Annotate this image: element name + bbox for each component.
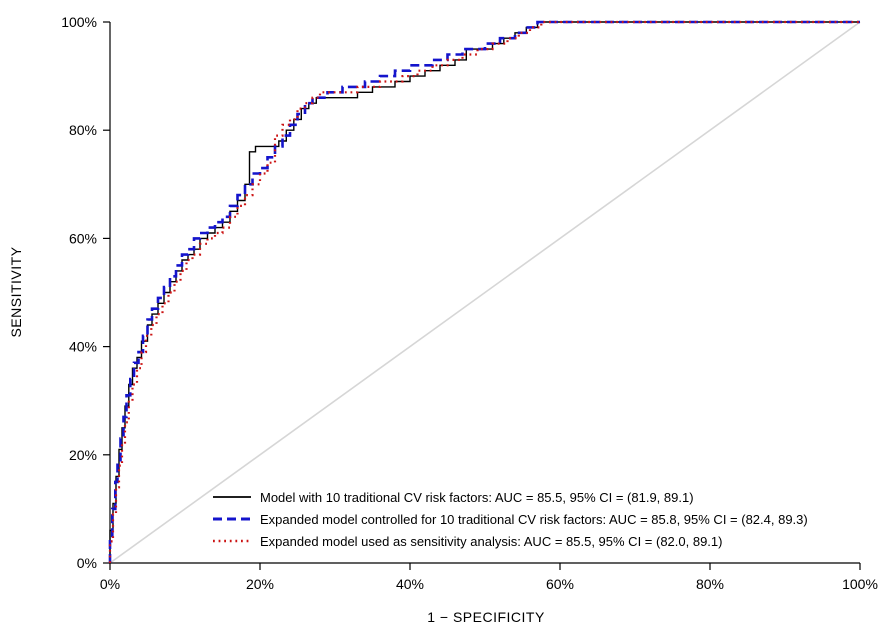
y-axis-label: SENSITIVITY (8, 246, 24, 338)
y-tick-label: 0% (77, 555, 97, 571)
y-tick-label: 60% (69, 230, 97, 246)
legend-line-dotted-icon (213, 539, 251, 543)
legend-item-traditional-model: Model with 10 traditional CV risk factor… (212, 486, 808, 508)
legend-label-traditional-model: Model with 10 traditional CV risk factor… (260, 489, 694, 505)
x-tick-label: 0% (100, 576, 120, 592)
x-tick-label: 20% (246, 576, 274, 592)
x-tick-label: 60% (546, 576, 574, 592)
x-tick-label: 40% (396, 576, 424, 592)
x-axis-label: 1 − SPECIFICITY (427, 609, 545, 625)
legend-label-sensitivity-model: Expanded model used as sensitivity analy… (260, 533, 723, 549)
x-tick-label: 80% (696, 576, 724, 592)
roc-curve-2 (108, 20, 860, 563)
legend-line-solid-icon (213, 496, 251, 498)
roc-curve-1 (109, 21, 860, 563)
legend: Model with 10 traditional CV risk factor… (212, 486, 808, 552)
legend-line-dashed-icon (213, 517, 251, 521)
y-tick-label: 80% (69, 122, 97, 138)
chance-diagonal-line (109, 21, 861, 564)
legend-item-expanded-controlled-model: Expanded model controlled for 10 traditi… (212, 508, 808, 530)
x-tick-label: 100% (842, 576, 878, 592)
y-tick-label: 100% (61, 14, 97, 30)
legend-label-expanded-controlled-model: Expanded model controlled for 10 traditi… (260, 511, 808, 527)
legend-item-sensitivity-model: Expanded model used as sensitivity analy… (212, 530, 808, 552)
y-tick-label: 20% (69, 447, 97, 463)
y-tick-label: 40% (69, 339, 97, 355)
roc-curve-3 (108, 20, 860, 563)
